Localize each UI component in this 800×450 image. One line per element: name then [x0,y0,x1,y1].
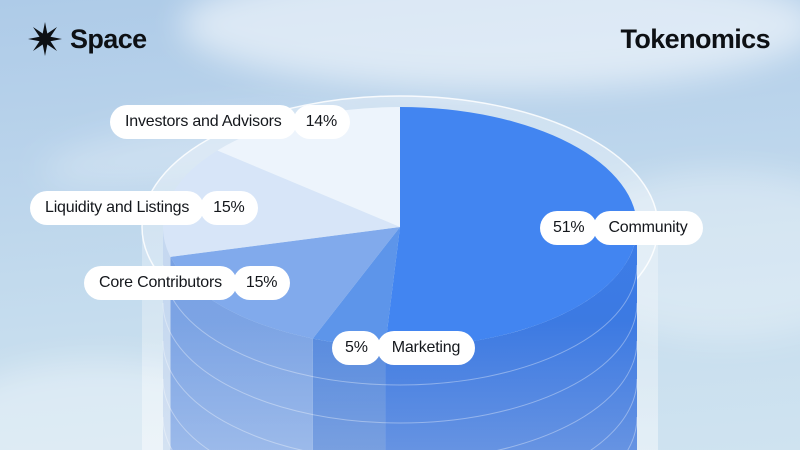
segment-name-pill: Liquidity and Listings [30,191,205,225]
segment-label-row-core-contributors: Core Contributors 15% [84,266,291,300]
pie-segment-community [385,107,637,347]
segment-percent-pill: 5% [332,331,381,365]
segment-name-pill: Core Contributors [84,266,237,300]
segment-name-pill: Marketing [376,331,476,365]
segment-label-row-marketing: 5% Marketing [332,331,476,365]
brand-name: Space [70,23,147,54]
segment-label-row-liquidity-and-listings: Liquidity and Listings 15% [30,191,258,225]
pie-segment-liquidity-and-listings [163,150,400,257]
segment-percent-pill: 15% [232,266,291,300]
header: Space Tokenomics [28,22,771,56]
starburst-logo-icon [28,22,62,56]
segment-name-pill: Community [593,211,703,245]
pie-segment-marketing [312,227,400,347]
brand: Space [28,22,147,56]
segment-label-row-community: 51% Community [540,211,703,245]
page-title: Tokenomics [620,23,770,54]
segment-percent-pill: 14% [292,105,351,139]
segment-percent-pill: 15% [200,191,258,225]
segment-label-row-investors-and-advisors: Investors and Advisors 14% [110,105,351,139]
segment-percent-pill: 51% [540,211,598,245]
segment-name-pill: Investors and Advisors [110,105,297,139]
